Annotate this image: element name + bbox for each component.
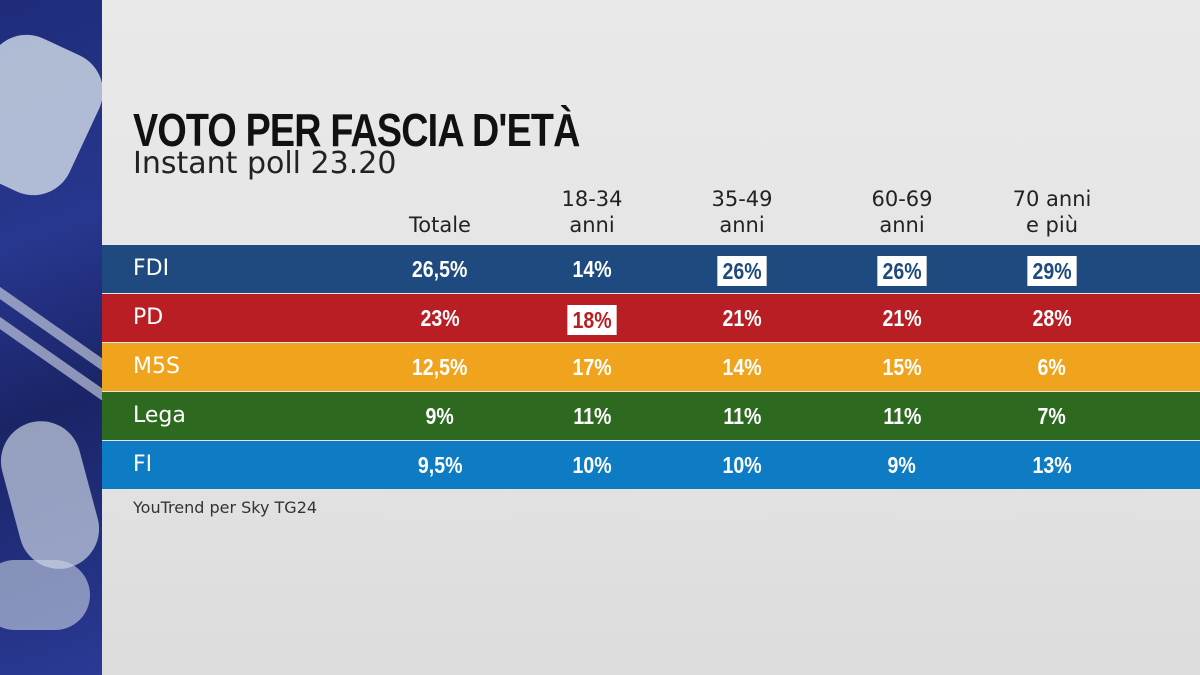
value-cell: 21% — [662, 294, 822, 342]
value-cell: 28% — [972, 294, 1132, 342]
value-label: 26% — [717, 255, 767, 286]
column-header-line: 35-49 — [711, 187, 773, 211]
chart-subtitle: Instant poll 23.20 — [133, 146, 397, 181]
column-header-line: Totale — [409, 213, 471, 237]
column-header-line: 18-34 — [561, 187, 623, 211]
column-header-line: 60-69 — [871, 187, 933, 211]
value-label: 9% — [887, 452, 917, 478]
value-cell: 23% — [360, 294, 520, 342]
value-cell: 11% — [822, 392, 982, 440]
value-cell: 14% — [512, 245, 672, 293]
value-label: 14% — [722, 354, 762, 380]
value-label: 9% — [425, 403, 455, 429]
table-row-lega: Lega 9% 11% 11% 11% 7% — [102, 392, 1200, 440]
value-label: 11% — [572, 403, 612, 429]
value-label: 15% — [882, 354, 922, 380]
value-label: 23% — [420, 305, 460, 331]
value-cell: 9% — [360, 392, 520, 440]
value-cell: 29% — [972, 245, 1132, 293]
column-header: 60-69 anni — [822, 186, 982, 238]
value-label: 11% — [722, 403, 762, 429]
value-cell: 26,5% — [360, 245, 520, 293]
table-row-fdi: FDI 26,5% 14% 26% 26% 29% — [102, 245, 1200, 293]
column-header: 35-49 anni — [662, 186, 822, 238]
value-cell: 17% — [512, 343, 672, 391]
value-label: 11% — [882, 403, 922, 429]
value-label: 26,5% — [412, 256, 468, 282]
value-label: 7% — [1037, 403, 1067, 429]
value-cell: 10% — [662, 441, 822, 489]
value-cell: 18% — [512, 294, 672, 342]
table-row-m5s: M5S 12,5% 17% 14% 15% 6% — [102, 343, 1200, 391]
value-label: 21% — [722, 305, 762, 331]
value-label: 14% — [572, 256, 612, 282]
value-cell: 9,5% — [360, 441, 520, 489]
party-label: FDI — [133, 256, 170, 281]
value-cell: 6% — [972, 343, 1132, 391]
chart-title: VOTO PER FASCIA D'ETÀ — [133, 104, 580, 156]
party-label: M5S — [133, 354, 180, 379]
value-cell: 15% — [822, 343, 982, 391]
value-label: 12,5% — [412, 354, 468, 380]
value-cell: 21% — [822, 294, 982, 342]
value-cell: 7% — [972, 392, 1132, 440]
column-header: Totale — [360, 212, 520, 238]
column-header-line: anni — [879, 213, 925, 237]
table-row-fi: FI 9,5% 10% 10% 9% 13% — [102, 441, 1200, 489]
value-cell: 14% — [662, 343, 822, 391]
value-label: 13% — [1032, 452, 1072, 478]
value-cell: 26% — [662, 245, 822, 293]
value-label: 28% — [1032, 305, 1072, 331]
column-header: 18-34 anni — [512, 186, 672, 238]
party-label: PD — [133, 305, 164, 330]
value-label: 6% — [1037, 354, 1067, 380]
value-label: 10% — [722, 452, 762, 478]
column-header-line: anni — [569, 213, 615, 237]
value-cell: 9% — [822, 441, 982, 489]
value-cell: 26% — [822, 245, 982, 293]
value-cell: 12,5% — [360, 343, 520, 391]
value-cell: 13% — [972, 441, 1132, 489]
value-cell: 11% — [662, 392, 822, 440]
value-cell: 10% — [512, 441, 672, 489]
column-header-line: e più — [1025, 213, 1079, 237]
column-header-line: 70 anni — [1012, 187, 1092, 211]
column-header-line: anni — [719, 213, 765, 237]
value-label: 9,5% — [417, 452, 463, 478]
value-label: 21% — [882, 305, 922, 331]
source-note: YouTrend per Sky TG24 — [133, 498, 318, 517]
column-header: 70 anni e più — [972, 186, 1132, 238]
side-decorative-image — [0, 0, 102, 675]
value-label: 10% — [572, 452, 612, 478]
value-label: 29% — [1027, 255, 1077, 286]
value-label: 17% — [572, 354, 612, 380]
party-label: Lega — [133, 403, 186, 428]
party-label: FI — [133, 452, 153, 477]
value-cell: 11% — [512, 392, 672, 440]
table-row-pd: PD 23% 18% 21% 21% 28% — [102, 294, 1200, 342]
value-label: 18% — [567, 304, 617, 335]
value-label: 26% — [877, 255, 927, 286]
